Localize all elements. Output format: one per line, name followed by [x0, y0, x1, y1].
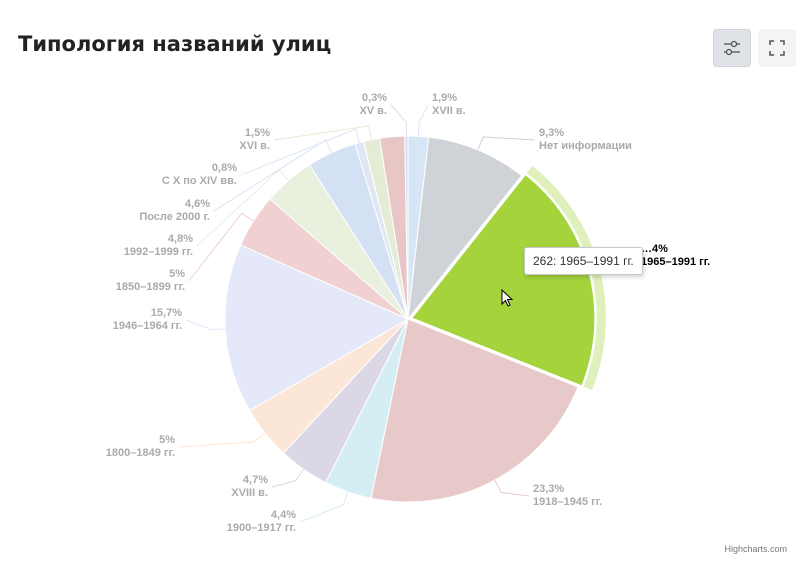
fullscreen-icon	[769, 40, 785, 56]
data-label-category: 1918–1945 гг.	[533, 496, 602, 508]
data-label-percent: 15,7%	[151, 307, 182, 319]
pie-slice-нет-информации[interactable]	[407, 136, 523, 321]
data-label-percent: 0,8%	[212, 162, 237, 174]
data-label-percent: 23,3%	[533, 483, 564, 495]
connector-line	[299, 491, 349, 523]
filter-button[interactable]	[713, 29, 751, 67]
data-label-category: После 2000 г.	[139, 211, 210, 223]
data-label-percent: 0,3%	[362, 92, 387, 104]
fullscreen-button[interactable]	[758, 29, 796, 67]
data-label-category: 1900–1917 гг.	[227, 522, 296, 534]
connector-line	[390, 104, 407, 137]
connector-line	[271, 468, 304, 488]
highcharts-credits[interactable]: Highcharts.com	[724, 544, 787, 554]
data-label-percent: 4,8%	[168, 233, 193, 245]
data-label-percent: 5%	[169, 268, 185, 280]
connector-line	[417, 104, 429, 137]
connector-line	[213, 139, 333, 212]
data-label-category: 1800–1849 гг.	[106, 447, 175, 459]
data-label-category: XVI в.	[239, 140, 270, 152]
data-label-percent: 5%	[159, 434, 175, 446]
data-label-percent: 4,6%	[185, 198, 210, 210]
data-label-percent: …4%	[641, 243, 668, 255]
connector-line	[273, 125, 373, 141]
pie-slice-1918-1945-гг[interactable]	[370, 318, 579, 503]
data-label-category: С X по XIV вв.	[162, 175, 237, 187]
data-label-percent: 1,9%	[432, 92, 457, 104]
connector-line	[185, 319, 226, 331]
data-label-category: XVII в.	[432, 105, 466, 117]
data-label-percent: 9,3%	[539, 127, 564, 139]
data-label-category: XV в.	[359, 105, 387, 117]
mouse-cursor-icon	[501, 289, 514, 307]
pie-slice-halo	[526, 165, 606, 390]
data-label-category: Нет информации	[539, 140, 632, 152]
connector-line	[494, 479, 530, 497]
data-label-category: 1965–1991 гг.	[641, 256, 710, 268]
connector-line	[188, 212, 254, 282]
page-title: Типология названий улиц	[18, 32, 332, 56]
connector-line	[477, 136, 536, 151]
data-label-category: 1992–1999 гг.	[124, 246, 193, 258]
data-label-percent: 4,7%	[243, 474, 268, 486]
data-label-category: 1850–1899 гг.	[116, 281, 185, 293]
connector-line	[178, 432, 266, 448]
data-label-category: 1946–1964 гг.	[113, 320, 182, 332]
data-label-percent: 4,4%	[271, 509, 296, 521]
sliders-icon	[724, 40, 740, 56]
connector-line	[240, 128, 360, 176]
chart-tooltip: 262: 1965–1991 гг.	[524, 247, 643, 275]
data-label-category: XVIII в.	[231, 487, 268, 499]
data-label-percent: 1,5%	[245, 127, 270, 139]
